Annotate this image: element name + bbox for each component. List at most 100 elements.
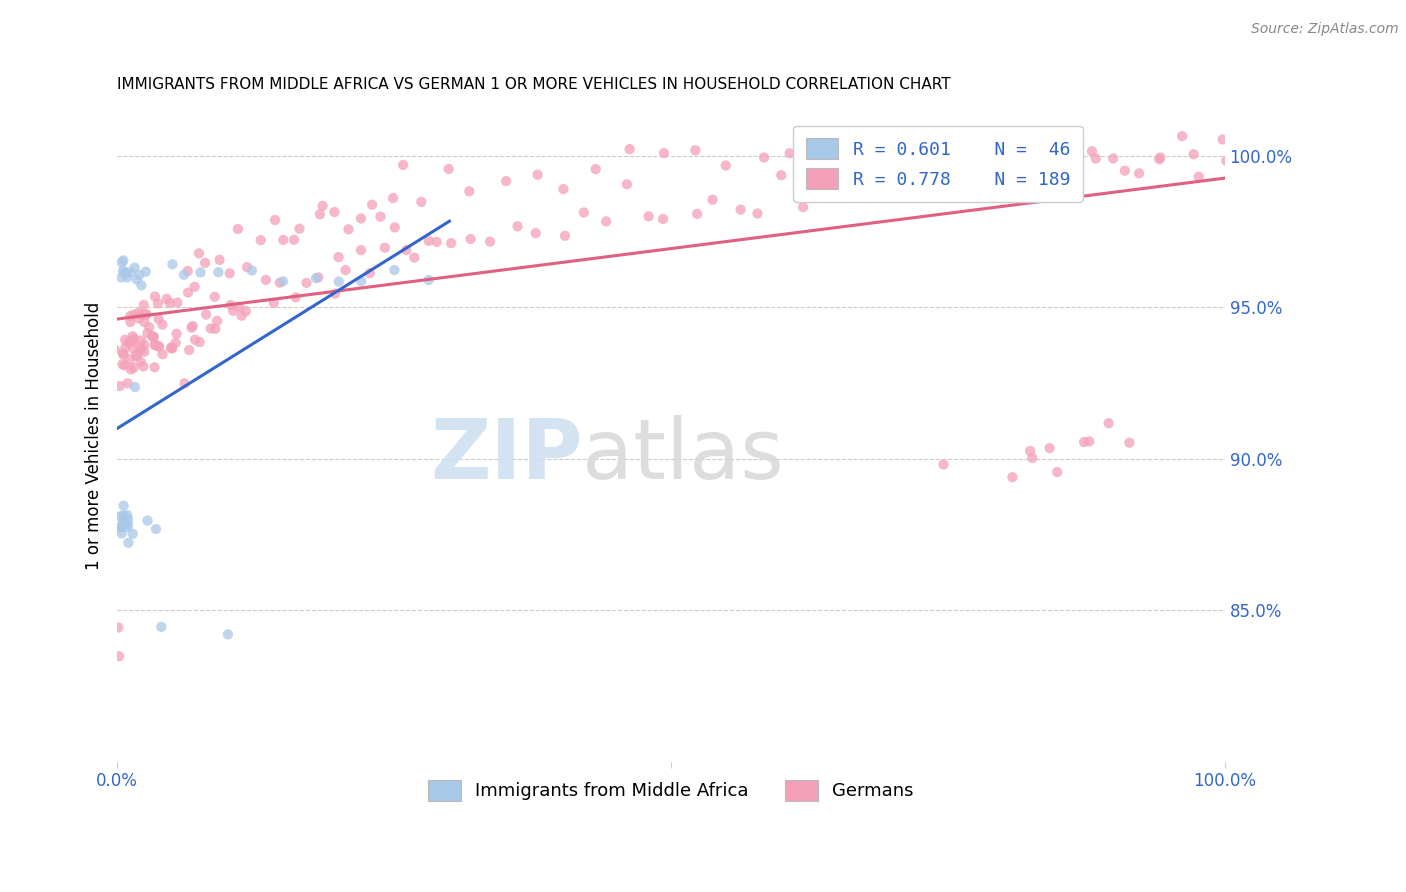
Point <box>108 520 131 534</box>
Point <box>112 499 135 513</box>
Point <box>136 326 159 341</box>
Point <box>1021 450 1043 465</box>
Point <box>143 338 166 352</box>
Point <box>177 285 200 300</box>
Point <box>124 380 146 394</box>
Point <box>283 233 305 247</box>
Point <box>160 341 183 355</box>
Point <box>108 379 131 393</box>
Point <box>924 179 946 194</box>
Point <box>271 274 294 288</box>
Point <box>585 162 607 177</box>
Point <box>127 349 149 363</box>
Point <box>526 168 548 182</box>
Point <box>162 257 184 271</box>
Point <box>1050 150 1073 164</box>
Point <box>685 143 707 157</box>
Point <box>1073 435 1095 450</box>
Point <box>228 300 250 314</box>
Point <box>1128 166 1150 180</box>
Point <box>129 308 152 322</box>
Point <box>129 334 152 348</box>
Point <box>860 189 883 203</box>
Point <box>160 340 183 354</box>
Point <box>136 514 159 528</box>
Point <box>145 522 167 536</box>
Point <box>150 620 173 634</box>
Point <box>141 329 163 343</box>
Point <box>730 202 752 217</box>
Text: ZIP: ZIP <box>430 415 582 496</box>
Point <box>173 268 195 282</box>
Point <box>616 178 638 192</box>
Point <box>134 344 156 359</box>
Point <box>176 264 198 278</box>
Point <box>143 337 166 351</box>
Point <box>143 289 166 303</box>
Point <box>183 280 205 294</box>
Point <box>156 292 179 306</box>
Point <box>165 335 187 350</box>
Point <box>120 362 142 376</box>
Point <box>117 520 139 534</box>
Point <box>122 342 145 356</box>
Point <box>837 178 859 192</box>
Point <box>204 322 226 336</box>
Point <box>117 512 139 526</box>
Point <box>652 146 675 161</box>
Point <box>159 296 181 310</box>
Point <box>880 153 903 167</box>
Point <box>323 205 346 219</box>
Point <box>714 159 737 173</box>
Point <box>1017 163 1039 178</box>
Point <box>370 210 392 224</box>
Point <box>686 207 709 221</box>
Point <box>134 338 156 352</box>
Point <box>148 339 170 353</box>
Point <box>114 266 136 280</box>
Point <box>218 266 240 280</box>
Point <box>195 308 218 322</box>
Point <box>554 228 576 243</box>
Point <box>222 303 245 318</box>
Point <box>135 307 157 321</box>
Point <box>880 161 903 175</box>
Point <box>1114 163 1136 178</box>
Point <box>146 296 169 310</box>
Point <box>652 211 675 226</box>
Point <box>111 255 134 269</box>
Y-axis label: 1 or more Vehicles in Household: 1 or more Vehicles in Household <box>86 301 103 570</box>
Point <box>115 508 138 523</box>
Point <box>1171 129 1194 144</box>
Point <box>184 333 207 347</box>
Point <box>572 205 595 219</box>
Point <box>188 246 211 260</box>
Point <box>1078 434 1101 449</box>
Point <box>148 339 170 353</box>
Point <box>162 341 184 355</box>
Point <box>190 265 212 279</box>
Point <box>973 145 995 160</box>
Point <box>142 330 165 344</box>
Point <box>112 348 135 362</box>
Point <box>204 290 226 304</box>
Point <box>814 140 837 154</box>
Point <box>118 352 141 367</box>
Point <box>1182 147 1205 161</box>
Point <box>328 250 350 264</box>
Point <box>120 309 142 323</box>
Point <box>1215 153 1237 168</box>
Point <box>226 222 249 236</box>
Point <box>108 649 131 664</box>
Point <box>104 343 127 357</box>
Point <box>263 296 285 310</box>
Point <box>792 200 814 214</box>
Point <box>1019 444 1042 458</box>
Point <box>235 304 257 318</box>
Point <box>135 265 157 279</box>
Point <box>1149 153 1171 167</box>
Point <box>117 270 139 285</box>
Point <box>979 152 1001 166</box>
Point <box>131 278 153 293</box>
Point <box>637 210 659 224</box>
